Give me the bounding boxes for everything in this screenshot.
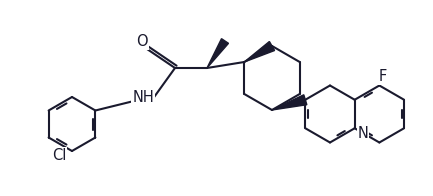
Polygon shape	[272, 95, 307, 110]
Polygon shape	[244, 42, 275, 62]
Text: NH: NH	[132, 91, 154, 105]
Text: F: F	[378, 69, 387, 84]
Text: O: O	[136, 34, 148, 50]
Text: N: N	[357, 126, 368, 141]
Polygon shape	[207, 39, 229, 68]
Text: Cl: Cl	[52, 148, 66, 162]
